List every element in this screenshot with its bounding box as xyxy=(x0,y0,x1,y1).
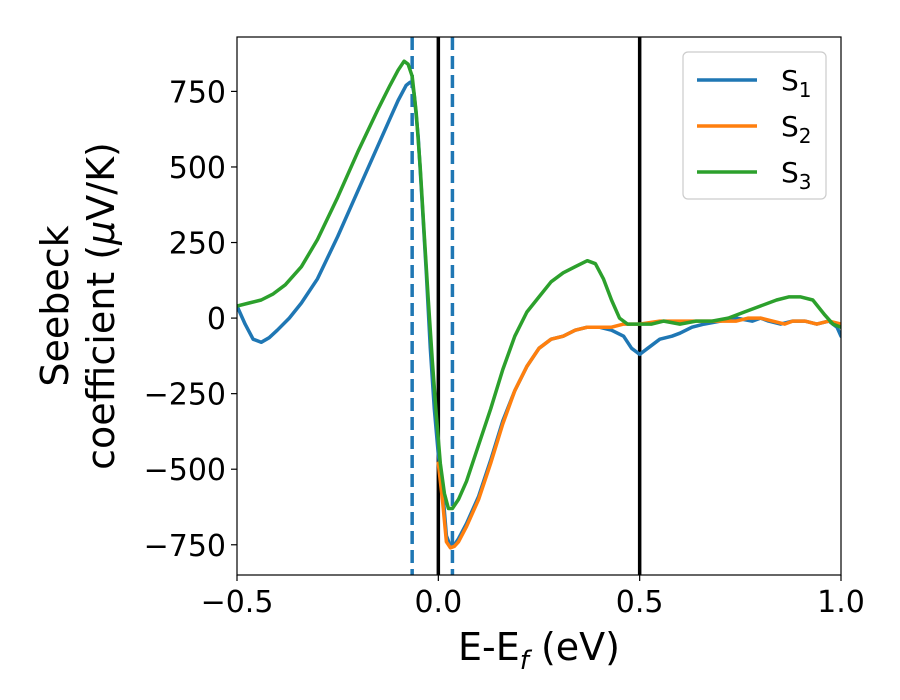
series-lines xyxy=(237,59,841,550)
y-axis-label-line1: Seebeck xyxy=(33,225,77,386)
x-tick-label: −0.5 xyxy=(201,585,274,620)
y-axis-label-line2: coefficient (μV/K) xyxy=(79,142,123,470)
y-tick-label: −500 xyxy=(144,453,226,488)
y-tick-label: −250 xyxy=(144,378,226,413)
x-tick-label: 1.0 xyxy=(817,585,865,620)
y-tick-label: −750 xyxy=(144,529,226,564)
y-tick-label: 750 xyxy=(169,75,226,110)
legend-label-1: S1 xyxy=(781,64,812,102)
y-axis-label: Seebeck coefficient (μV/K) xyxy=(33,142,123,470)
y-tick-label: 500 xyxy=(169,151,226,186)
plot-frame xyxy=(236,36,842,576)
x-tick-label: 0.5 xyxy=(616,585,664,620)
x-ticks: −0.5 0.0 0.5 1.0 xyxy=(201,575,865,620)
y-tick-label: 0 xyxy=(207,302,226,337)
legend-label-2: S2 xyxy=(781,110,812,148)
legend-label-3: S3 xyxy=(781,156,812,194)
legend-entries: S1 S2 S3 xyxy=(697,64,812,194)
vertical-lines xyxy=(410,37,642,575)
y-tick-label: 250 xyxy=(169,227,226,262)
series-line-2 xyxy=(436,316,841,550)
y-ticks: −750 −500 −250 0 250 500 750 xyxy=(144,75,237,564)
x-tick-label: 0.0 xyxy=(414,585,462,620)
legend: S1 S2 S3 xyxy=(682,51,827,200)
series-line-3 xyxy=(237,59,841,511)
x-axis-label: E-Ef (eV) xyxy=(458,625,620,676)
